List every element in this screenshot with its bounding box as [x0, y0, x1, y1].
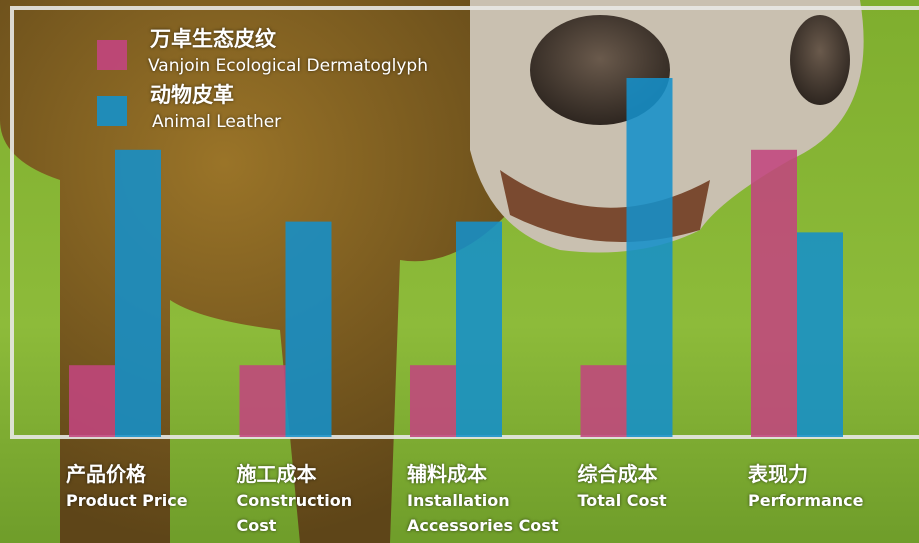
bar	[626, 78, 673, 437]
category-subtitle: Performance	[748, 491, 864, 510]
category-label: 产品价格	[66, 462, 146, 486]
category-subtitle: Construction Cost	[236, 491, 353, 535]
bar	[115, 149, 161, 438]
legend-subtitle: Vanjoin Ecological Dermatoglyph	[148, 56, 428, 76]
bar	[456, 221, 502, 437]
bar	[285, 221, 332, 437]
bar	[239, 365, 286, 437]
bar	[410, 365, 456, 437]
bar	[751, 149, 797, 438]
legend-label: 万卓生态皮纹	[150, 27, 276, 51]
category-subtitle: Product Price	[66, 491, 188, 510]
category-label: 施工成本	[236, 462, 317, 486]
category-label: 表现力	[748, 462, 808, 486]
category-subtitle: Installation Accessories Cost	[407, 491, 559, 535]
legend-label: 动物皮革	[150, 83, 234, 107]
cow-nostril	[790, 15, 850, 105]
category-label: 综合成本	[577, 462, 658, 486]
legend-swatch	[97, 96, 127, 126]
bar	[69, 365, 115, 437]
legend-subtitle: Animal Leather	[152, 112, 282, 132]
bar	[797, 232, 843, 437]
category-label: 辅料成本	[407, 462, 487, 486]
category-subtitle: Total Cost	[577, 491, 667, 510]
legend-swatch	[97, 40, 127, 70]
bar	[580, 365, 627, 437]
